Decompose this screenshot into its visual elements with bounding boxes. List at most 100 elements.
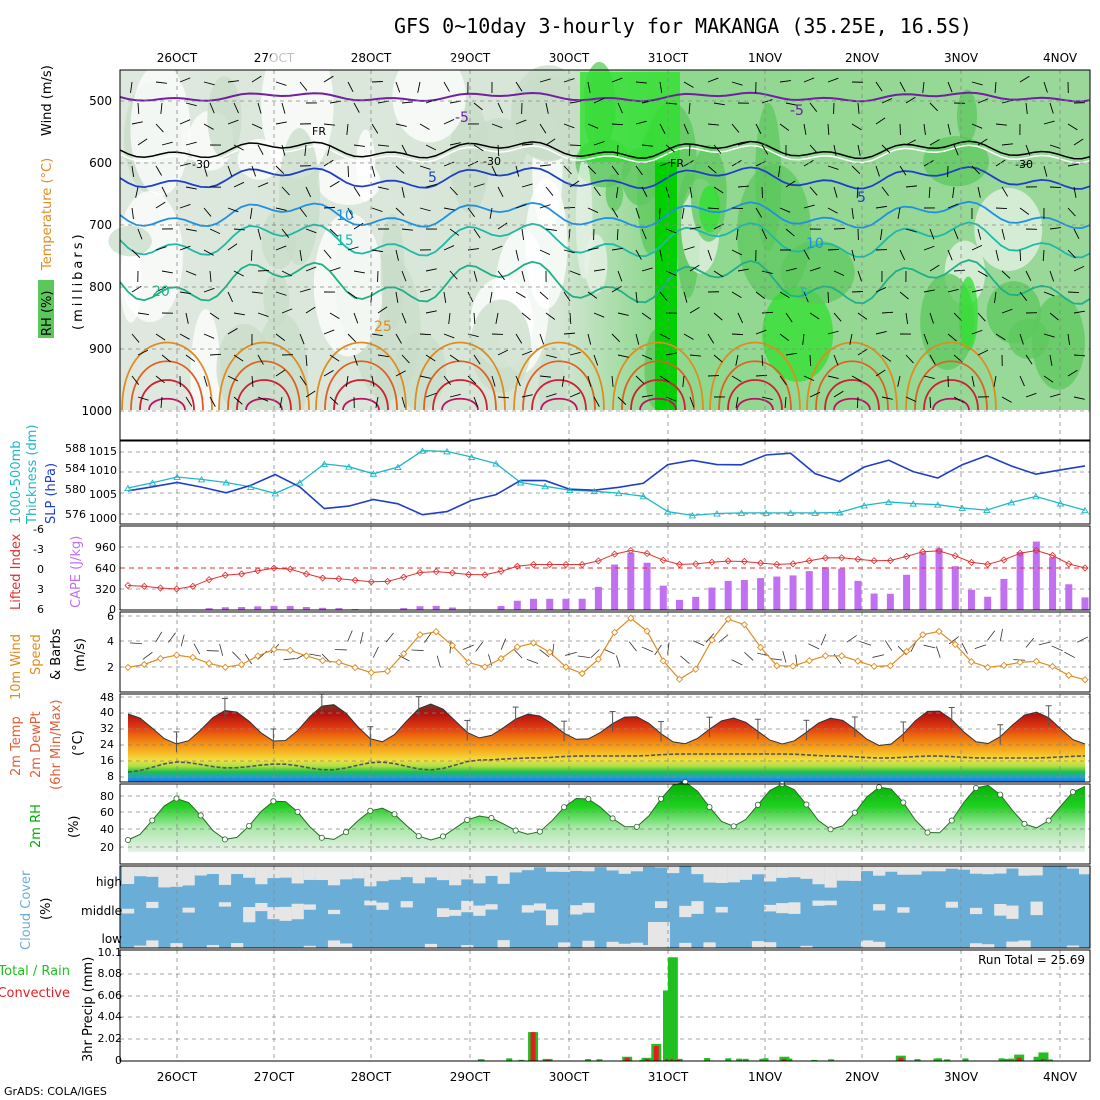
- li-tick: 0: [37, 563, 44, 576]
- cloud-clear-middle: [461, 901, 473, 912]
- credit-label: GrADS: COLA/IGES: [4, 1085, 107, 1098]
- cape-bar: [757, 578, 764, 610]
- cloud-clear-middle: [122, 909, 134, 914]
- contour-label: 15: [336, 233, 354, 249]
- rh-cell: [381, 214, 405, 329]
- wind-barb: [828, 249, 839, 250]
- cloud-clear-high: [570, 866, 582, 871]
- cloud-clear-high: [667, 866, 679, 873]
- cape-bar: [498, 606, 505, 610]
- cloud-clear-low: [631, 943, 643, 948]
- cloud-clear-high: [425, 866, 437, 877]
- wind-panel: 6 4 2 10m Wind Speed & Barbs (m/s): [9, 610, 1090, 700]
- cape-bar: [270, 606, 277, 610]
- pressure-tick: 600: [89, 156, 112, 170]
- cloud-cover-panel: high middle low Cloud Cover (%): [19, 866, 1091, 950]
- cloud-clear-high: [788, 866, 800, 877]
- cloud-clear-middle: [570, 905, 582, 914]
- cape-bar: [887, 594, 894, 610]
- cloud-clear-high: [207, 866, 219, 874]
- cloud-clear-middle: [534, 903, 546, 910]
- cloud-clear-low: [582, 941, 594, 948]
- cloud-clear-low: [425, 944, 437, 948]
- cloud-clear-low: [648, 922, 670, 948]
- precip-tick: 8.08: [98, 967, 123, 980]
- cloud-clear-high: [909, 866, 921, 875]
- rh-panel: 80 60 40 20 2m RH (%): [29, 779, 1090, 864]
- cape-bar: [644, 563, 651, 610]
- cape-bar: [660, 586, 667, 610]
- cloud-clear-middle: [522, 905, 534, 912]
- top-date-label: 29OCT: [450, 51, 491, 65]
- cloud-clear-low: [861, 940, 873, 948]
- top-date-label: 4NOV: [1043, 51, 1078, 65]
- contour-label: -30: [192, 158, 210, 171]
- rh-point: [247, 823, 252, 828]
- cloud-clear-low: [970, 943, 982, 948]
- contour-label: 10: [336, 208, 354, 224]
- cape-bar: [1049, 557, 1056, 610]
- cape-bar: [546, 599, 553, 610]
- rh-point: [634, 824, 639, 829]
- rh-point: [1046, 818, 1051, 823]
- cape-bar: [1033, 542, 1040, 610]
- cloud-clear-middle: [267, 907, 279, 919]
- cloud-clear-high: [134, 866, 146, 876]
- cloud-clear-high: [219, 866, 231, 885]
- meteogram-figure: GFS 0~10day 3-hourly for MAKANGA (35.25E…: [0, 0, 1100, 1100]
- rh-cell: [356, 129, 375, 201]
- cape-bar: [433, 606, 440, 610]
- rh-point: [562, 805, 567, 810]
- rh-cell: [606, 174, 624, 211]
- wind-tick: 4: [107, 635, 114, 648]
- cloud-clear-high: [485, 866, 497, 876]
- rh-point: [150, 818, 155, 823]
- cape-tick: 640: [95, 562, 116, 575]
- cloud-clear-middle: [970, 908, 982, 914]
- rh-point: [465, 817, 470, 822]
- cloud-clear-high: [558, 866, 570, 872]
- top-date-label: 31OCT: [648, 51, 689, 65]
- rh-point: [731, 824, 736, 829]
- cape-bar: [562, 599, 569, 610]
- cloud-clear-middle: [364, 901, 376, 906]
- wind-barb: [412, 650, 424, 651]
- thickness-tick: 584: [65, 462, 86, 475]
- contour-label: -5: [790, 103, 804, 119]
- cloud-clear-high: [510, 866, 522, 872]
- rh-point: [925, 830, 930, 835]
- cloud-level-middle: middle: [81, 904, 122, 918]
- cloud-clear-middle: [691, 901, 703, 914]
- cape-bar: [611, 565, 618, 610]
- cloud-clear-high: [231, 866, 243, 874]
- cloud-clear-middle: [473, 906, 485, 916]
- cape-bar: [919, 553, 926, 610]
- wind-barb: [570, 145, 581, 146]
- cloud-clear-middle: [655, 901, 667, 908]
- cloud-clear-middle: [376, 903, 388, 910]
- cloud-clear-middle: [449, 910, 461, 916]
- rh-point: [222, 837, 227, 842]
- cape-bar: [790, 575, 797, 610]
- cape-bar: [676, 600, 683, 610]
- cloud-clear-high: [449, 866, 461, 885]
- wind-barb: [834, 228, 845, 229]
- top-date-label: 2NOV: [845, 51, 880, 65]
- cloud-clear-high: [716, 866, 728, 883]
- contour-label: -30: [1015, 158, 1033, 171]
- cape-bar: [725, 581, 732, 610]
- cloud-clear-high: [861, 866, 873, 871]
- pressure-tick: 1000: [81, 404, 112, 418]
- cloud-clear-high: [473, 866, 485, 883]
- top-date-label: 30OCT: [549, 51, 590, 65]
- cloud-clear-high: [352, 866, 364, 878]
- temperature-panel: 48 40 32 24 16 8 2m Temp 2m DewPt (6hr M…: [9, 691, 1090, 790]
- cape-bar: [871, 594, 878, 610]
- cloud-unit-label: (%): [39, 898, 54, 921]
- rh-point: [537, 829, 542, 834]
- cloud-clear-high: [764, 866, 776, 881]
- contour-label: 10: [806, 236, 824, 252]
- top-date-label: 26OCT: [157, 51, 198, 65]
- cloud-clear-low: [231, 943, 243, 948]
- wind-axis-label: 10m Wind: [9, 634, 24, 700]
